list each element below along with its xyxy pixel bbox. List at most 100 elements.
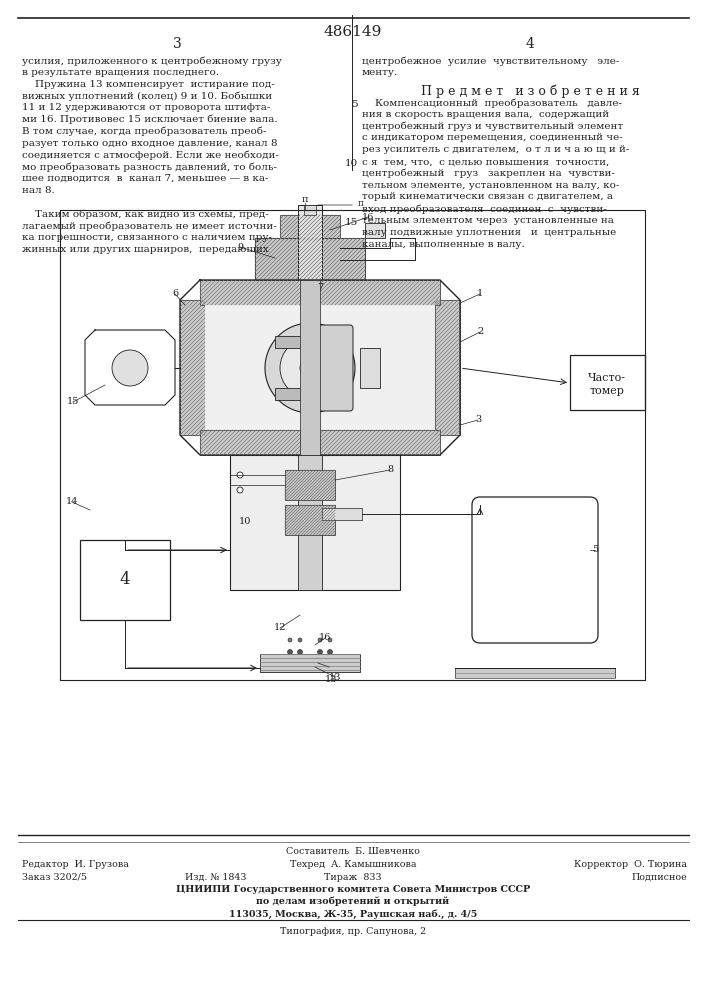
- Text: 9: 9: [237, 242, 243, 251]
- Text: соединяется с атмосферой. Если же необходи-: соединяется с атмосферой. Если же необхо…: [22, 150, 279, 160]
- Text: 12: 12: [274, 624, 286, 633]
- Bar: [365, 223, 385, 238]
- FancyBboxPatch shape: [317, 325, 353, 411]
- Text: 14: 14: [66, 497, 78, 506]
- Bar: [298, 205, 322, 280]
- Text: ния в скорость вращения вала,  содержащий: ния в скорость вращения вала, содержащий: [362, 110, 609, 119]
- Circle shape: [237, 472, 243, 478]
- Text: 13: 13: [329, 672, 341, 682]
- Circle shape: [317, 650, 322, 654]
- Text: 486149: 486149: [324, 25, 382, 39]
- Text: Пружина 13 компенсирует  истирание под-: Пружина 13 компенсирует истирание под-: [22, 80, 275, 89]
- Bar: [230, 455, 400, 590]
- Text: центробежный груз и чувствительный элемент: центробежный груз и чувствительный элеме…: [362, 122, 623, 131]
- Bar: [285, 470, 335, 500]
- Text: с индикатором перемещения, соединенный че-: с индикатором перемещения, соединенный ч…: [362, 133, 623, 142]
- Text: Корректор  О. Тюрина: Корректор О. Тюрина: [574, 860, 687, 869]
- Bar: [435, 300, 460, 435]
- Text: в результате вращения последнего.: в результате вращения последнего.: [22, 68, 219, 77]
- Text: вход преобразователя  соединен  с  чувстви-: вход преобразователя соединен с чувстви-: [362, 204, 607, 214]
- Circle shape: [298, 650, 303, 654]
- Text: 2: 2: [477, 328, 483, 336]
- Bar: [280, 215, 340, 240]
- Text: ка погрешности, связанного с наличием пру-: ка погрешности, связанного с наличием пр…: [22, 233, 272, 242]
- Text: 4: 4: [119, 572, 130, 588]
- Text: шее подводится  в  канал 7, меньшее — в ка-: шее подводится в канал 7, меньшее — в ка…: [22, 174, 269, 183]
- Bar: [285, 505, 335, 535]
- Text: рез усилитель с двигателем,  о т л и ч а ю щ и й-: рез усилитель с двигателем, о т л и ч а …: [362, 145, 629, 154]
- Text: вижных уплотнений (колец) 9 и 10. Бобышки: вижных уплотнений (колец) 9 и 10. Бобышк…: [22, 91, 272, 101]
- Circle shape: [237, 487, 243, 493]
- Text: В том случае, когда преобразователь преоб-: В том случае, когда преобразователь прео…: [22, 127, 267, 136]
- Text: Изд. № 1843: Изд. № 1843: [185, 873, 247, 882]
- Text: 6: 6: [172, 290, 178, 298]
- Text: с я  тем, что,  с целью повышения  точности,: с я тем, что, с целью повышения точности…: [362, 157, 609, 166]
- Text: 15: 15: [345, 218, 358, 227]
- Text: торый кинематически связан с двигателем, а: торый кинематически связан с двигателем,…: [362, 192, 613, 201]
- Circle shape: [112, 350, 148, 386]
- Text: п: п: [302, 196, 308, 205]
- Text: томер: томер: [590, 386, 624, 396]
- Text: Редактор  И. Грузова: Редактор И. Грузова: [22, 860, 129, 869]
- Text: 1: 1: [477, 290, 483, 298]
- Text: 10: 10: [239, 518, 251, 526]
- Text: 15: 15: [67, 397, 79, 406]
- Text: тельным элементом через  установленные на: тельным элементом через установленные на: [362, 216, 614, 225]
- Text: нал 8.: нал 8.: [22, 186, 54, 195]
- Circle shape: [288, 638, 292, 642]
- Text: 3: 3: [475, 416, 481, 424]
- FancyBboxPatch shape: [472, 497, 598, 643]
- Bar: [275, 388, 345, 400]
- Text: 7: 7: [317, 284, 323, 292]
- Bar: [570, 355, 645, 410]
- Circle shape: [328, 638, 332, 642]
- Circle shape: [288, 650, 293, 654]
- Text: Подписное: Подписное: [631, 873, 687, 882]
- Text: 16: 16: [362, 213, 374, 222]
- Text: валу подвижные уплотнения   и  центральные: валу подвижные уплотнения и центральные: [362, 228, 617, 237]
- Text: по делам изобретений и открытий: по делам изобретений и открытий: [257, 897, 450, 906]
- Bar: [80, 540, 170, 620]
- Circle shape: [327, 650, 332, 654]
- Circle shape: [298, 638, 302, 642]
- Text: 11 и 12 удерживаются от проворота штифта-: 11 и 12 удерживаются от проворота штифта…: [22, 103, 270, 112]
- Text: 3: 3: [173, 37, 182, 51]
- Text: мо преобразовать разность давлений, то боль-: мо преобразовать разность давлений, то б…: [22, 162, 277, 172]
- Bar: [300, 280, 320, 455]
- Text: центробежный   груз   закреплен на  чувстви-: центробежный груз закреплен на чувстви-: [362, 169, 615, 178]
- Text: Компенсационный  преобразователь   давле-: Компенсационный преобразователь давле-: [362, 98, 622, 107]
- Text: Часто-: Часто-: [588, 373, 626, 383]
- Bar: [260, 654, 360, 672]
- Bar: [298, 455, 322, 590]
- Circle shape: [280, 338, 340, 398]
- Circle shape: [318, 638, 322, 642]
- Bar: [180, 300, 205, 435]
- Text: лагаемый преобразователь не имеет источни-: лагаемый преобразователь не имеет источн…: [22, 221, 276, 231]
- Circle shape: [265, 323, 355, 413]
- Circle shape: [300, 358, 320, 378]
- Bar: [200, 430, 440, 455]
- Bar: [455, 668, 615, 678]
- Bar: [255, 238, 365, 280]
- Text: Составитель  Б. Шевченко: Составитель Б. Шевченко: [286, 847, 420, 856]
- Text: Тираж  833: Тираж 833: [325, 873, 382, 882]
- Bar: [360, 348, 380, 388]
- Text: 16: 16: [319, 634, 331, 643]
- Text: 10: 10: [345, 159, 358, 168]
- Text: Таким образом, как видно из схемы, пред-: Таким образом, как видно из схемы, пред-: [22, 209, 269, 219]
- Text: П р е д м е т   и з о б р е т е н и я: П р е д м е т и з о б р е т е н и я: [421, 84, 639, 98]
- Text: каналы, выполненные в валу.: каналы, выполненные в валу.: [362, 240, 525, 249]
- Text: п: п: [358, 198, 364, 208]
- Bar: [275, 336, 345, 348]
- Text: ЦНИИПИ Государственного комитета Совета Министров СССР: ЦНИИПИ Государственного комитета Совета …: [176, 885, 530, 894]
- Text: усилия, приложенного к центробежному грузу: усилия, приложенного к центробежному гру…: [22, 56, 282, 66]
- Text: центробежное  усилие  чувствительному   эле-: центробежное усилие чувствительному эле-: [362, 56, 619, 66]
- Text: 5: 5: [351, 100, 358, 109]
- Text: 4: 4: [525, 37, 534, 51]
- Text: жинных или других шарниров,  передающих: жинных или других шарниров, передающих: [22, 245, 269, 254]
- Bar: [200, 280, 440, 305]
- Bar: [322, 508, 362, 520]
- Bar: [304, 205, 316, 215]
- Text: Заказ 3202/5: Заказ 3202/5: [22, 873, 87, 882]
- Text: менту.: менту.: [362, 68, 398, 77]
